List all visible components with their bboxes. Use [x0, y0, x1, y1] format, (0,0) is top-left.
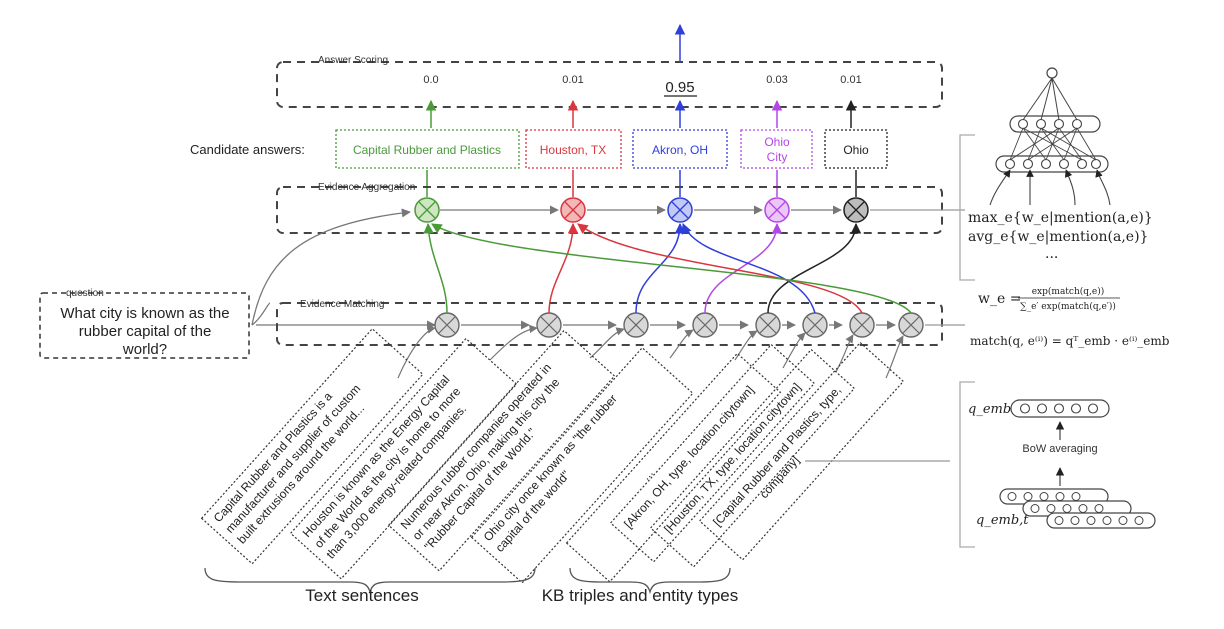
match1-to-agg1 [423, 222, 448, 314]
candidate-box-1 [335, 129, 520, 169]
match4-to-agg4 [704, 222, 783, 314]
question-to-aggregation [251, 208, 411, 326]
agg-node-5 [843, 197, 869, 223]
evid3-to-match [589, 327, 625, 359]
answer-scoring-label: Answer Scoring [318, 55, 388, 66]
match2-to-agg2 [548, 222, 579, 314]
bracket-embedding [959, 381, 975, 548]
candidate-box-4 [740, 129, 813, 169]
evid2-to-match [489, 324, 538, 361]
match-node-7 [849, 312, 875, 338]
candidate-box-5 [824, 129, 888, 169]
evidence-aggregation-label: Evidence Aggregation [318, 182, 415, 193]
text-sentences-brace [204, 567, 536, 595]
score-candidate-2: 0.01 [562, 74, 583, 86]
candidate-box-2 [525, 129, 622, 169]
evid8-to-match [885, 335, 904, 379]
candidate-label-1: Capital Rubber and Plastics [353, 143, 501, 157]
evid4-to-match [669, 329, 694, 359]
candidate-label-3: Akron, OH [652, 143, 708, 157]
match-node-8 [898, 312, 924, 338]
candidate-label-4a: Ohio [764, 135, 790, 149]
q-emb-vector [1010, 399, 1110, 418]
question-line-2: rubber capital of the [79, 323, 212, 340]
kb-triples-brace [569, 567, 731, 595]
formula-max: max_e{w_e|mention(a,e)} [968, 210, 1153, 226]
match-node-6 [802, 312, 828, 338]
evid1-to-match [397, 325, 436, 379]
question-line-1: What city is known as the [60, 305, 229, 322]
answer-scoring-box [276, 61, 943, 108]
formula-avg: avg_e{w_e|mention(a,e)} [968, 229, 1148, 245]
agg-node-3 [667, 197, 693, 223]
match-node-5 [755, 312, 781, 338]
bow-averaging-label: BoW averaging [1022, 443, 1097, 455]
question-box [39, 292, 250, 359]
evid5-to-match [734, 330, 758, 361]
evidence-matching-label: Evidence Matching [300, 299, 385, 310]
formula-we-num: exp(match(q,e)) [1032, 286, 1105, 297]
q-emb-t-vectors [999, 488, 1156, 529]
match3-to-agg3 [635, 222, 686, 314]
match8-to-agg1 [431, 223, 912, 314]
agg-node-4 [764, 197, 790, 223]
candidate-label-2: Houston, TX [540, 143, 606, 157]
evidence-matching-box [276, 302, 943, 346]
candidate-label-4b: City [767, 150, 788, 164]
match-node-2 [536, 312, 562, 338]
q-emb-label: q_emb [968, 402, 1011, 417]
match6-to-agg3 [681, 223, 816, 314]
formula-ellipsis: ... [1045, 246, 1058, 262]
candidate-answers-label: Candidate answers: [190, 142, 305, 157]
svg-text:...: ... [639, 466, 656, 483]
text-sentences-label: Text sentences [305, 586, 418, 605]
match-node-3 [623, 312, 649, 338]
score-candidate-5: 0.01 [840, 74, 861, 86]
formula-we-lhs: w_e = [978, 291, 1021, 307]
question-tag: question [66, 288, 104, 299]
match5-to-agg5 [767, 222, 862, 314]
neural-network-icon [989, 67, 1111, 206]
candidate-box-3 [632, 129, 728, 169]
formula-match: match(q, e⁽ⁱ⁾) = qᵀ_emb · e⁽ⁱ⁾_emb [970, 334, 1170, 348]
agg-node-2 [560, 197, 586, 223]
evid6-to-match [782, 332, 806, 369]
question-to-matching [251, 302, 271, 326]
evid7-to-match [835, 334, 854, 373]
question-line-3: world? [122, 341, 167, 358]
formula-we-den: ∑_e′ exp(match(q,e′)) [1020, 301, 1116, 312]
bracket-aggregation [959, 134, 975, 281]
agg-node-1 [414, 197, 440, 223]
match-node-4 [692, 312, 718, 338]
kb-triples-label: KB triples and entity types [542, 586, 739, 605]
candidate-label-5: Ohio [843, 143, 869, 157]
match-node-1 [434, 312, 460, 338]
score-candidate-3: 0.95 [665, 79, 694, 96]
match7-to-agg2 [577, 223, 863, 314]
score-candidate-4: 0.03 [766, 74, 787, 86]
score-candidate-1: 0.0 [423, 74, 438, 86]
q-emb-t-label: q_emb,t [976, 513, 1029, 528]
